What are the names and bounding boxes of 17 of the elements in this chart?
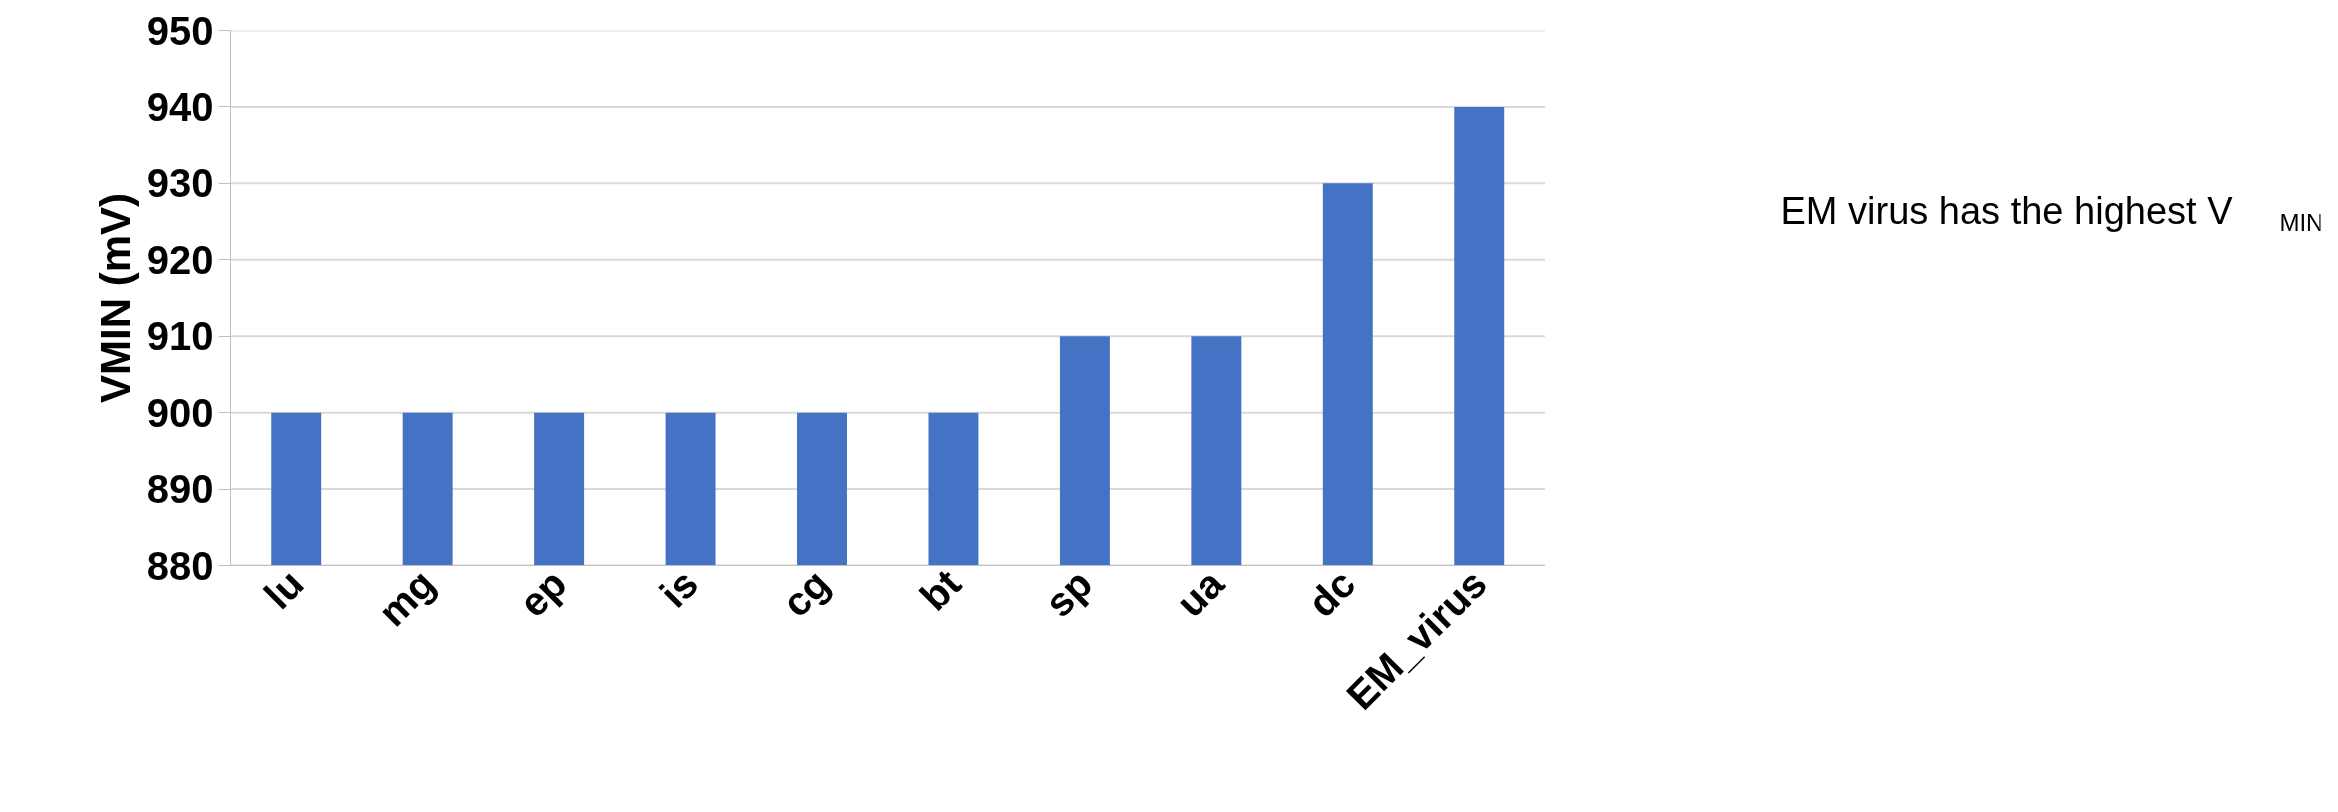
y-tick-label: 940 [146,84,214,129]
y-tick-label: 910 [146,314,214,359]
y-tick-label: 920 [146,237,214,282]
x-tick-label: ua [1167,560,1233,626]
x-tick-label: lu [255,560,312,618]
x-tick-label: bt [911,560,970,619]
y-tick-label: 890 [146,467,214,512]
y-axis-title: VMIN (mV) [91,193,139,403]
y-tick-label: 950 [146,8,214,53]
x-tick-label: ep [510,560,575,626]
y-tick-label: 880 [146,543,214,588]
x-tick-label: cg [773,560,838,626]
y-tick-label: 900 [146,390,214,435]
x-tick-label: mg [369,560,444,635]
x-tick-label: is [651,560,707,616]
x-tick-label: sp [1036,560,1101,626]
y-tick-label: 930 [146,161,214,206]
